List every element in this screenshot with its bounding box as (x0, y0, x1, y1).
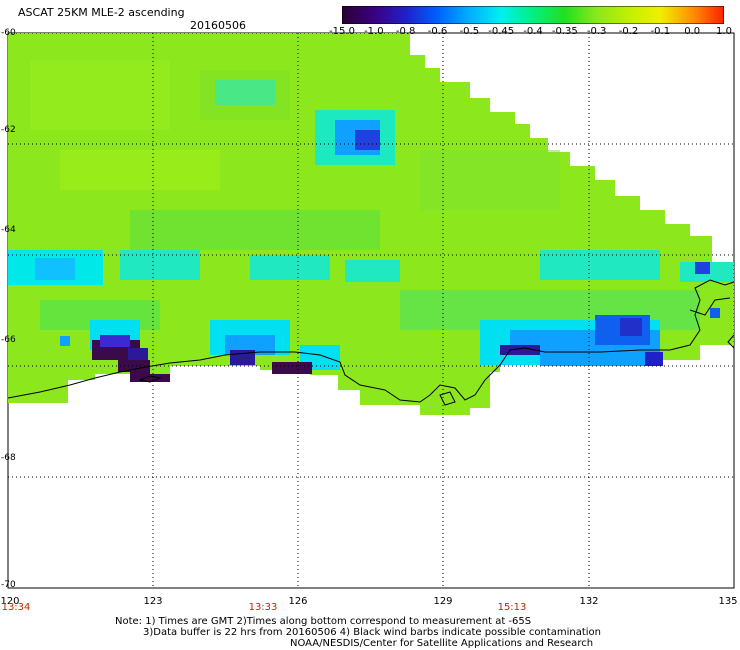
colorbar-label: -0.35 (551, 26, 578, 37)
note-line-3: NOAA/NESDIS/Center for Satellite Applica… (290, 638, 594, 649)
lat-label: -62 (1, 125, 16, 135)
colorbar-label: -0.8 (395, 26, 416, 37)
colorbar-label: -0.2 (618, 26, 639, 37)
note-line-1: Note: 1) Times are GMT 2)Times along bot… (115, 616, 532, 627)
low-value-patches (8, 80, 734, 370)
lon-label: 123 (143, 596, 163, 607)
lat-label: -60 (1, 28, 16, 38)
lon-label: 120 (0, 596, 20, 607)
field-variations (30, 60, 700, 330)
colorbar-label: 1.0 (716, 26, 732, 37)
lat-label: -68 (1, 453, 16, 463)
coastline (7, 279, 735, 406)
lon-label: 132 (579, 596, 599, 607)
colorbar-label: -0.45 (488, 26, 515, 37)
time-label: 13:33 (248, 602, 278, 613)
colorbar (342, 6, 724, 24)
map-title: ASCAT 25KM MLE-2 ascending (18, 6, 185, 19)
colorbar-gradient (342, 6, 724, 24)
time-label: 15:13 (497, 602, 527, 613)
colorbar-label: -0.4 (523, 26, 543, 37)
lon-label: 126 (288, 596, 308, 607)
colorbar-label: -15.0 (329, 26, 355, 37)
colorbar-label: -1.0 (364, 26, 384, 37)
colorbar-label: -0.3 (586, 26, 607, 37)
lat-label: -64 (1, 225, 16, 235)
lon-label: 135 (718, 596, 738, 607)
lon-label: 129 (433, 596, 453, 607)
high-contamination-patches (60, 335, 540, 382)
colorbar-label: -0.6 (427, 26, 448, 37)
time-label: 13:34 (1, 602, 31, 613)
colorbar-label: -0.5 (459, 26, 480, 37)
lat-label: -70 (1, 580, 16, 590)
graticule (8, 32, 735, 589)
note-line-2: 3)Data buffer is 22 hrs from 20160506 4)… (143, 627, 601, 638)
lat-label: -66 (1, 335, 16, 345)
colorbar-label: 0.0 (684, 26, 701, 37)
map-date: 20160506 (190, 19, 246, 32)
colorbar-label: -0.1 (650, 26, 671, 37)
